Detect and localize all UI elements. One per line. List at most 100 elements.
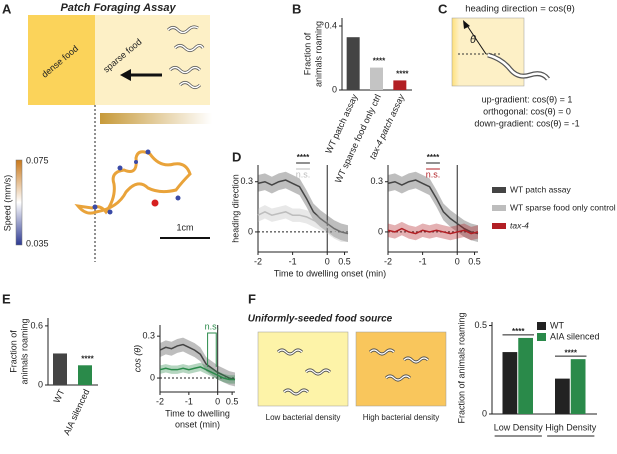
bar: [555, 378, 570, 414]
significance: ****: [396, 70, 409, 79]
panel-letter: A: [2, 1, 12, 16]
legend-swatch: [492, 223, 506, 229]
series-line: [159, 366, 235, 381]
legend-swatch: [492, 187, 506, 193]
bar: [502, 352, 518, 414]
y-axis-label: Fraction of: [302, 32, 312, 75]
significance: ****: [565, 348, 578, 357]
series-line: [257, 179, 349, 235]
bar: [370, 67, 383, 90]
end-point: [151, 199, 159, 207]
y-tick-label: 0: [38, 379, 43, 389]
legend-label: WT: [550, 320, 564, 330]
panel-letter: F: [248, 291, 256, 306]
scale-label: 1cm: [176, 222, 193, 232]
error-band: [160, 362, 235, 384]
x-tick-label: AIA silenced: [61, 388, 91, 437]
x-tick-label: -1: [419, 256, 427, 266]
y-axis-label: cos (θ): [132, 345, 142, 372]
error-band: [388, 171, 478, 242]
y-axis-label: animals roaming: [313, 21, 323, 87]
assay-diagram: Patch Foraging Assay dense food sparse f…: [2, 2, 212, 262]
y-tick-label: 0.3: [142, 331, 155, 341]
x-axis-label: onset (min): [175, 419, 220, 429]
bar: [518, 337, 533, 414]
colorbar-max: 0.075: [26, 155, 49, 165]
high-density-plate: [355, 331, 447, 407]
heading-rule: orthogonal: cos(θ) = 0: [483, 106, 571, 116]
x-tick-label: -2: [254, 256, 262, 266]
heading-rule: down-gradient: cos(θ) = -1: [474, 118, 579, 128]
legend-swatch: [537, 322, 546, 330]
bar: [78, 365, 92, 385]
heading-title: heading direction = cos(θ): [465, 4, 575, 15]
y-axis-label: Fraction of: [8, 330, 18, 373]
low-density-plate: [257, 331, 349, 407]
x-axis-label: Time to dwelling: [165, 408, 230, 418]
legend-label: tax-4: [510, 220, 529, 230]
y-tick-label: 0.3: [370, 176, 383, 186]
heading-rule: up-gradient: cos(θ) = 1: [482, 94, 573, 104]
annotation: ****: [297, 153, 310, 162]
worm-inner: [487, 53, 549, 80]
x-tick-label: -2: [156, 396, 164, 406]
y-tick-label: 0.6: [30, 320, 43, 330]
high-caption: High bacterial density: [363, 413, 439, 422]
significance: ****: [373, 57, 386, 66]
x-tick-label: -1: [185, 396, 193, 406]
y-axis-label: animals roaming: [19, 318, 29, 384]
bar: [346, 37, 360, 90]
panel-letter: E: [2, 291, 11, 306]
x-tick-label: 0: [325, 256, 330, 266]
bar: [53, 353, 67, 385]
series-line: [159, 343, 236, 381]
panel-letter: B: [292, 1, 301, 16]
annotation: n.s.: [205, 321, 220, 331]
theta: θ: [470, 34, 476, 46]
legend-swatch: [537, 333, 546, 341]
series-line: [257, 211, 348, 237]
gradient-bar: [100, 113, 212, 124]
low-caption: Low bacterial density: [266, 413, 341, 422]
food-diagram: Uniformly-seeded food source Low bacteri…: [248, 314, 447, 422]
x-tick-label: Low Density: [494, 422, 544, 432]
heading-diagram: heading direction = cos(θ) θ up-gradient…: [451, 4, 580, 128]
error-band: [258, 205, 348, 242]
y-tick-label: 0: [248, 226, 253, 236]
colorbar-min: 0.035: [26, 238, 49, 248]
error-band: [258, 171, 348, 242]
dense-region: [28, 15, 95, 105]
legend-swatch: [492, 205, 506, 211]
y-tick-label: 0: [482, 408, 487, 418]
legend-label: AIA silenced: [550, 331, 600, 341]
x-tick-label: 0.5: [338, 256, 351, 266]
annotation: n.s.: [296, 169, 311, 179]
series-line: [387, 179, 479, 235]
worms-inner: [167, 26, 204, 89]
annotation: ****: [427, 153, 440, 162]
x-tick-label: -2: [384, 256, 392, 266]
bar: [393, 80, 407, 90]
heading-arrow: [465, 23, 487, 55]
annotation: n.s.: [426, 169, 441, 179]
x-tick-label: 0: [215, 396, 220, 406]
y-tick-label: 0: [332, 84, 337, 94]
slow-points: [92, 149, 181, 215]
legend-label: WT sparse food only control: [510, 202, 616, 212]
sparse-region: [95, 15, 210, 105]
assay-title: Patch Foraging Assay: [60, 2, 176, 14]
y-tick-label: 0: [150, 372, 155, 382]
colorbar-label: Speed (mm/s): [2, 175, 12, 232]
ns-bracket: [207, 332, 217, 367]
y-axis-label: heading direction: [230, 174, 240, 243]
food-title: Uniformly-seeded food source: [248, 314, 393, 325]
trajectory: [74, 150, 192, 215]
x-tick-label: 0: [455, 256, 460, 266]
x-tick-label: -1: [289, 256, 297, 266]
significance: ****: [512, 327, 525, 336]
heading-box: [451, 17, 525, 87]
panel-letter: C: [438, 1, 448, 16]
series-line: [387, 227, 479, 235]
arrowhead: [120, 69, 131, 81]
